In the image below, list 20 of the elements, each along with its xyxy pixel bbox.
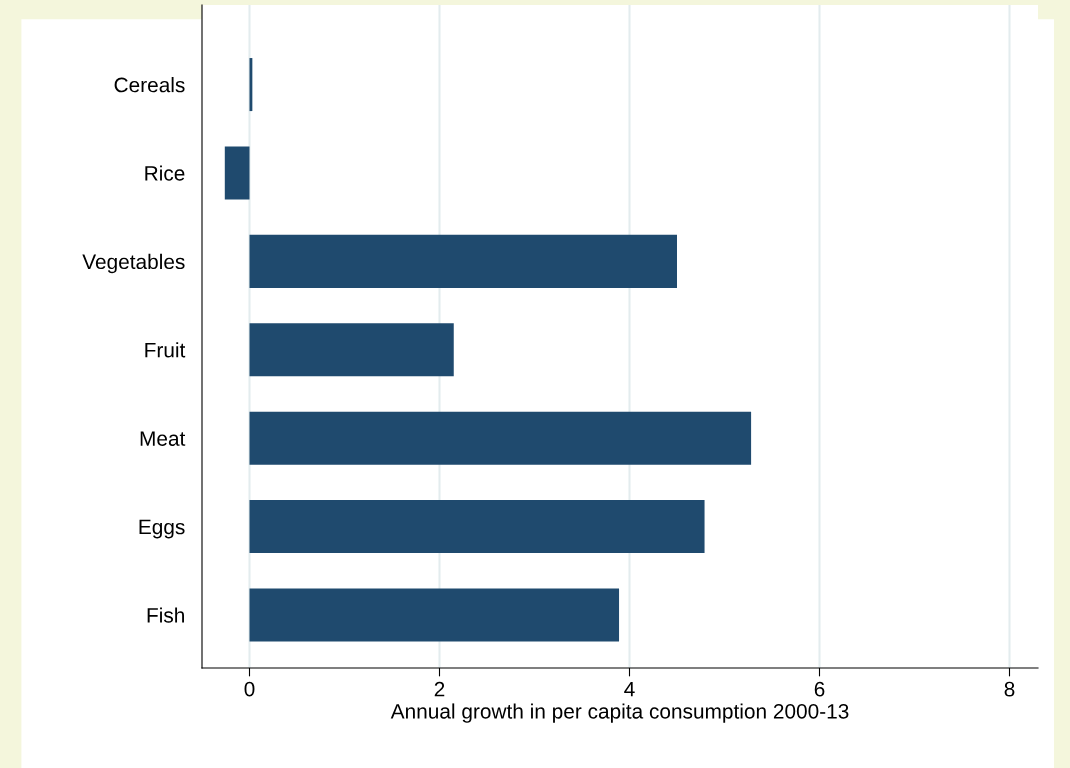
x-tick-label: 2 xyxy=(434,681,445,697)
y-tick-label: Rice xyxy=(145,165,185,181)
x-tick-label: 6 xyxy=(814,681,825,697)
x-tick-label: 4 xyxy=(624,681,635,697)
y-tick-label: Fish xyxy=(147,607,184,623)
y-tick-label: Cereals xyxy=(114,77,185,93)
bar xyxy=(249,588,620,642)
y-tick-label: Fruit xyxy=(145,342,186,358)
bar xyxy=(249,411,752,465)
bar xyxy=(249,500,705,554)
x-tick-label: 0 xyxy=(244,681,255,697)
y-tick-label: Eggs xyxy=(139,519,185,539)
y-tick-label: Vegetables xyxy=(82,253,185,274)
bar xyxy=(249,234,677,288)
y-tick-label: Meat xyxy=(140,431,186,446)
x-tick-label: 8 xyxy=(1004,681,1015,697)
x-axis-title: Annual growth in per capita consumption 2000-13 xyxy=(390,703,849,723)
bar xyxy=(249,323,454,377)
bar xyxy=(249,58,253,112)
bar xyxy=(224,146,250,200)
